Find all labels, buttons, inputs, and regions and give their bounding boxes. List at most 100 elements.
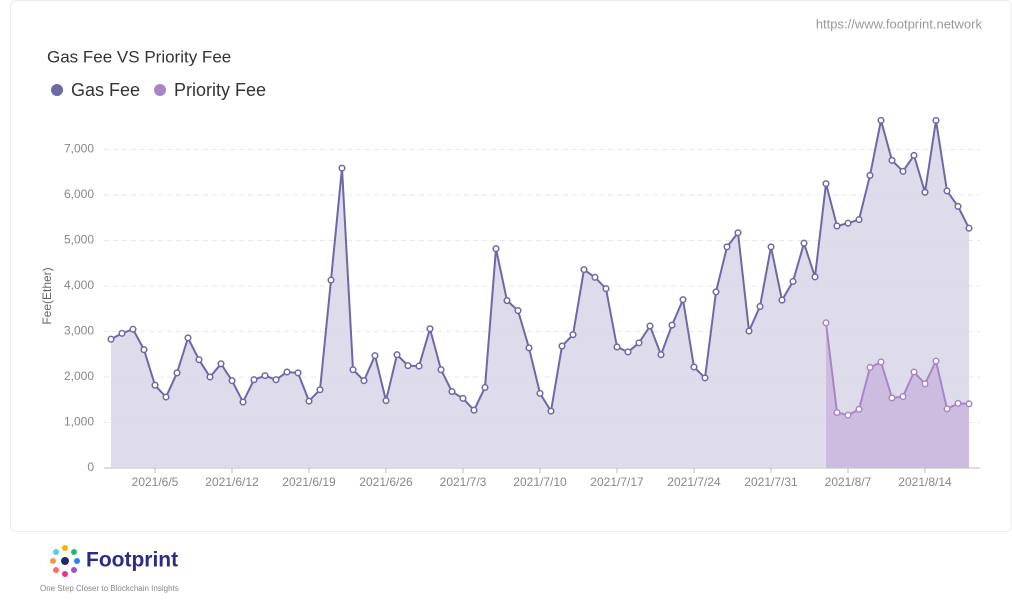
point <box>877 116 885 124</box>
point <box>943 405 951 413</box>
point <box>888 156 896 164</box>
point <box>250 376 258 384</box>
point <box>602 285 610 293</box>
point <box>393 351 401 359</box>
chart-title: Gas Fee VS Priority Fee <box>47 47 231 66</box>
logo <box>50 545 80 577</box>
point <box>195 356 203 364</box>
point <box>822 319 830 327</box>
point <box>899 167 907 175</box>
point <box>833 408 841 417</box>
point <box>294 369 302 377</box>
point <box>723 243 731 251</box>
point <box>327 276 335 284</box>
point <box>767 243 775 251</box>
x-tick-label: 2021/7/3 <box>440 475 487 489</box>
point <box>470 406 478 414</box>
point <box>371 352 379 360</box>
point <box>844 219 852 227</box>
point <box>657 351 665 359</box>
x-tick-label: 2021/7/17 <box>590 475 644 489</box>
point <box>800 239 808 247</box>
point <box>459 394 467 402</box>
point <box>536 389 544 397</box>
x-tick-label: 2021/6/5 <box>132 475 179 489</box>
point <box>668 321 676 329</box>
point <box>679 296 687 304</box>
brand-tagline: One Step Closer to Blockchain Insights <box>40 584 179 593</box>
point <box>162 393 170 401</box>
point <box>261 372 269 380</box>
point <box>338 164 346 172</box>
y-tick-label: 0 <box>87 460 94 474</box>
point <box>107 335 115 343</box>
point <box>481 383 489 392</box>
point <box>415 362 423 370</box>
point <box>910 368 918 376</box>
point <box>239 398 247 406</box>
point <box>437 366 445 374</box>
point <box>580 266 588 274</box>
point <box>305 397 313 405</box>
x-tick-label: 2021/7/31 <box>744 475 798 489</box>
point <box>426 325 434 333</box>
point <box>547 407 555 415</box>
point <box>591 273 599 281</box>
point <box>921 380 929 388</box>
point <box>646 322 654 330</box>
point <box>822 180 830 188</box>
point <box>118 329 126 337</box>
point <box>833 222 841 230</box>
point <box>778 296 786 304</box>
point <box>789 277 797 286</box>
y-tick-label: 2,000 <box>64 369 94 383</box>
point <box>404 362 412 370</box>
point <box>503 297 511 305</box>
point <box>965 224 973 232</box>
point <box>382 397 390 405</box>
point <box>272 376 280 384</box>
point <box>921 188 929 196</box>
point <box>811 273 819 281</box>
brand-name: Footprint <box>86 549 178 572</box>
point <box>151 381 159 389</box>
area-fill <box>826 322 969 468</box>
y-tick-label: 1,000 <box>64 415 94 429</box>
legend-label: Gas Fee <box>71 80 140 100</box>
point <box>569 331 577 339</box>
x-tick-label: 2021/6/26 <box>359 475 413 489</box>
point <box>217 360 225 368</box>
x-tick-label: 2021/8/14 <box>898 475 952 489</box>
point <box>228 377 236 385</box>
point <box>613 343 621 351</box>
point <box>899 393 907 401</box>
point <box>283 368 291 376</box>
x-tick-label: 2021/7/10 <box>513 475 567 489</box>
point <box>129 325 137 333</box>
point <box>173 369 181 377</box>
point <box>756 302 764 311</box>
legend-swatch <box>154 84 167 96</box>
point <box>360 377 368 385</box>
point <box>734 229 742 237</box>
y-tick-label: 5,000 <box>64 233 94 247</box>
point <box>954 202 962 210</box>
x-tick-label: 2021/8/7 <box>825 475 872 489</box>
point <box>624 348 632 356</box>
point <box>910 151 918 159</box>
point <box>855 405 863 413</box>
point <box>206 373 214 381</box>
point <box>140 346 148 354</box>
y-tick-label: 7,000 <box>64 142 94 156</box>
source-url: https://www.footprint.network <box>816 16 983 31</box>
y-tick-label: 6,000 <box>64 187 94 201</box>
point <box>932 116 940 124</box>
y-axis-label: Fee(Ether) <box>40 267 54 324</box>
point <box>701 374 709 382</box>
point <box>184 334 192 342</box>
point <box>525 344 533 352</box>
point <box>965 400 973 408</box>
x-tick-label: 2021/6/12 <box>205 475 259 489</box>
